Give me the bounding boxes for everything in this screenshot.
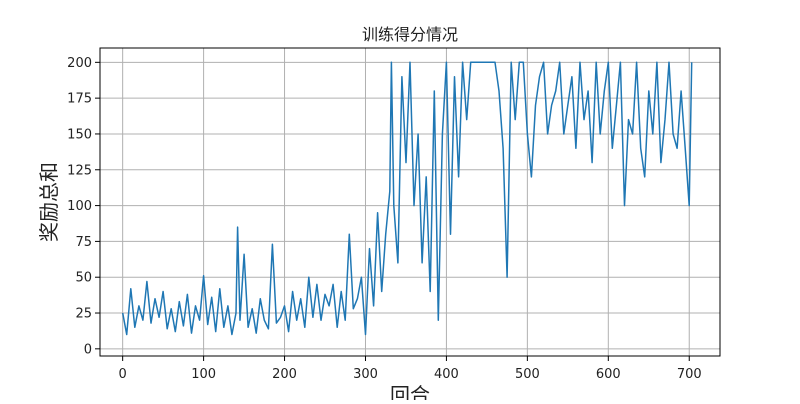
y-tick-label: 75 <box>75 235 92 250</box>
y-tick-label: 50 <box>75 271 92 286</box>
x-tick-label: 0 <box>119 367 127 382</box>
x-tick-label: 200 <box>272 367 297 382</box>
series-layer <box>121 61 693 336</box>
x-tick-label: 600 <box>596 367 621 382</box>
axes: 0 100 200 300 400 500 600 700 0 25 50 75 100 125 150 17… <box>67 56 701 382</box>
y-axis-label: 奖励总和 <box>37 162 61 242</box>
x-tick-label: 400 <box>434 367 459 382</box>
y-tick-label: 175 <box>67 92 92 107</box>
y-tick-label: 100 <box>67 199 92 214</box>
x-tick-label: 100 <box>191 367 216 382</box>
y-tick-label: 150 <box>67 127 92 142</box>
y-tick-label: 0 <box>84 342 92 357</box>
y-tick-label: 25 <box>75 307 92 322</box>
chart-title: 训练得分情况 <box>362 25 458 44</box>
y-tick-label: 200 <box>67 56 92 71</box>
x-tick-label: 500 <box>515 367 540 382</box>
x-axis-label: 回合 <box>390 383 430 400</box>
grid <box>100 48 720 356</box>
series-line <box>121 61 693 336</box>
y-tick-label: 125 <box>67 163 92 178</box>
plot-frame <box>99 47 721 357</box>
x-tick-label: 300 <box>353 367 378 382</box>
x-tick-label: 700 <box>677 367 702 382</box>
